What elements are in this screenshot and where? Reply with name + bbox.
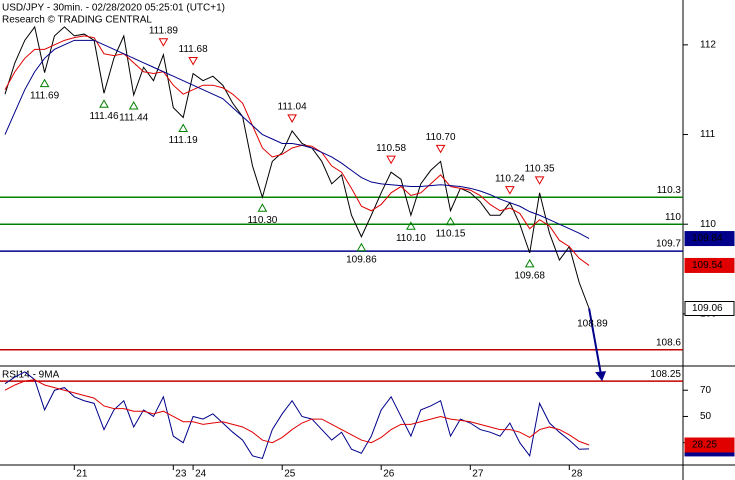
chart-subtitle: Research © TRADING CENTRAL <box>2 15 152 26</box>
swing-marker <box>158 38 169 47</box>
swing-label: 111.89 <box>149 25 179 36</box>
swing-label: 110.15 <box>436 228 466 239</box>
x-tick-label: 26 <box>383 469 395 480</box>
level-label: 110.3 <box>657 185 682 196</box>
swing-marker <box>406 221 416 230</box>
swing-marker <box>99 99 109 108</box>
target-label: 108.89 <box>577 318 608 329</box>
swing-label: 110.70 <box>426 132 456 143</box>
swing-label: 111.44 <box>119 113 149 124</box>
swing-marker <box>128 101 139 110</box>
swing-label: 111.69 <box>30 90 60 101</box>
price-tag-label: 109.84 <box>692 233 723 244</box>
swing-label: 110.24 <box>495 173 525 184</box>
swing-marker <box>287 114 297 123</box>
swing-marker <box>534 176 545 185</box>
price-tag <box>684 257 735 273</box>
swing-label: 111.04 <box>278 102 308 113</box>
x-tick-label: 23 <box>175 469 187 480</box>
level-label: 108.6 <box>656 337 681 348</box>
rsi-title: RSI14 - 9MA <box>2 370 60 381</box>
indicator-line <box>4 371 590 460</box>
price-line <box>4 25 590 309</box>
swing-label: 110.58 <box>376 143 406 154</box>
swing-label: 110.35 <box>525 163 555 174</box>
y-tick-label: 110 <box>700 219 716 230</box>
swing-label: 110.10 <box>396 233 426 244</box>
indicator-line <box>4 39 590 239</box>
swing-marker <box>524 258 535 268</box>
level-label: 109.7 <box>656 239 681 250</box>
y-tick-label: 112 <box>700 39 716 50</box>
swing-marker <box>386 155 396 165</box>
y-tick-label: 50 <box>700 411 712 422</box>
swing-marker <box>39 78 50 88</box>
y-tick-label: 70 <box>700 385 712 396</box>
swing-label: 110.30 <box>247 215 277 226</box>
level-label: 110 <box>665 212 681 223</box>
indicator-line <box>4 35 590 266</box>
price-tag <box>684 231 735 247</box>
chart-title: USD/JPY - 30min. - 02/28/2020 05:25:01 (… <box>2 3 225 14</box>
swing-marker <box>356 242 367 252</box>
price-tag-label: 28.25 <box>692 440 717 451</box>
y-tick-label: 111 <box>700 129 716 140</box>
swing-label: 111.46 <box>89 111 119 122</box>
swing-marker <box>435 144 446 154</box>
x-tick-label: 27 <box>472 469 484 480</box>
forecast-arrow <box>588 308 603 376</box>
price-tag <box>684 301 735 317</box>
forecast-arrowhead <box>595 371 607 382</box>
swing-label: 111.19 <box>169 135 199 146</box>
price-tag <box>684 437 735 453</box>
price-tag-label: 109.54 <box>692 260 723 271</box>
swing-label: 109.68 <box>514 271 545 282</box>
swing-label: 109.86 <box>346 254 377 265</box>
swing-marker <box>178 123 189 132</box>
swing-marker <box>445 216 456 226</box>
x-tick-label: 21 <box>76 469 88 480</box>
swing-label: 111.68 <box>179 44 209 55</box>
level-label: 108.25 <box>650 369 681 380</box>
indicator-line <box>4 379 590 446</box>
swing-marker <box>188 57 198 66</box>
price-tag-label: 109.06 <box>692 303 723 314</box>
swing-marker <box>257 203 268 212</box>
swing-marker <box>505 186 515 195</box>
x-tick-label: 28 <box>571 469 583 480</box>
x-tick-label: 24 <box>195 469 207 480</box>
x-tick-label: 25 <box>284 469 296 480</box>
